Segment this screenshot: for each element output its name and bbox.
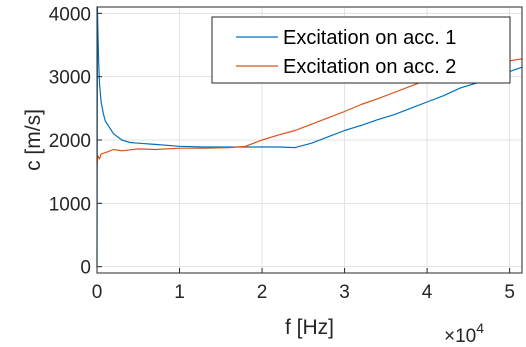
x-multiplier-exponent: 4 <box>476 320 484 336</box>
x-axis-multiplier: ×104 <box>444 320 484 347</box>
x-tick-label: 5 <box>504 282 515 303</box>
ticks: 0 1 2 3 4 5 0 1000 2000 3000 4000 <box>49 4 515 303</box>
x-tick-label: 4 <box>422 282 433 303</box>
x-tick-label: 2 <box>257 282 268 303</box>
series-line-acc-1 <box>96 6 523 267</box>
x-tick-label: 3 <box>339 282 350 303</box>
legend: Excitation on acc. 1 Excitation on acc. … <box>211 16 511 84</box>
x-tick-label: 1 <box>174 282 185 303</box>
y-axis-label: c [m/s] <box>22 109 45 171</box>
legend-label-acc-1: Excitation on acc. 1 <box>283 27 456 49</box>
legend-label-acc-2: Excitation on acc. 2 <box>283 56 456 78</box>
y-tick-label: 2000 <box>49 131 91 152</box>
x-multiplier-base: ×10 <box>444 326 476 347</box>
y-tick-label: 4000 <box>49 4 91 25</box>
y-tick-label: 3000 <box>49 68 91 89</box>
x-tick-label: 0 <box>92 282 103 303</box>
y-tick-label: 0 <box>80 258 91 279</box>
legend-box <box>211 16 511 84</box>
x-axis-label: f [Hz] <box>285 316 334 339</box>
y-tick-label: 1000 <box>49 194 91 215</box>
